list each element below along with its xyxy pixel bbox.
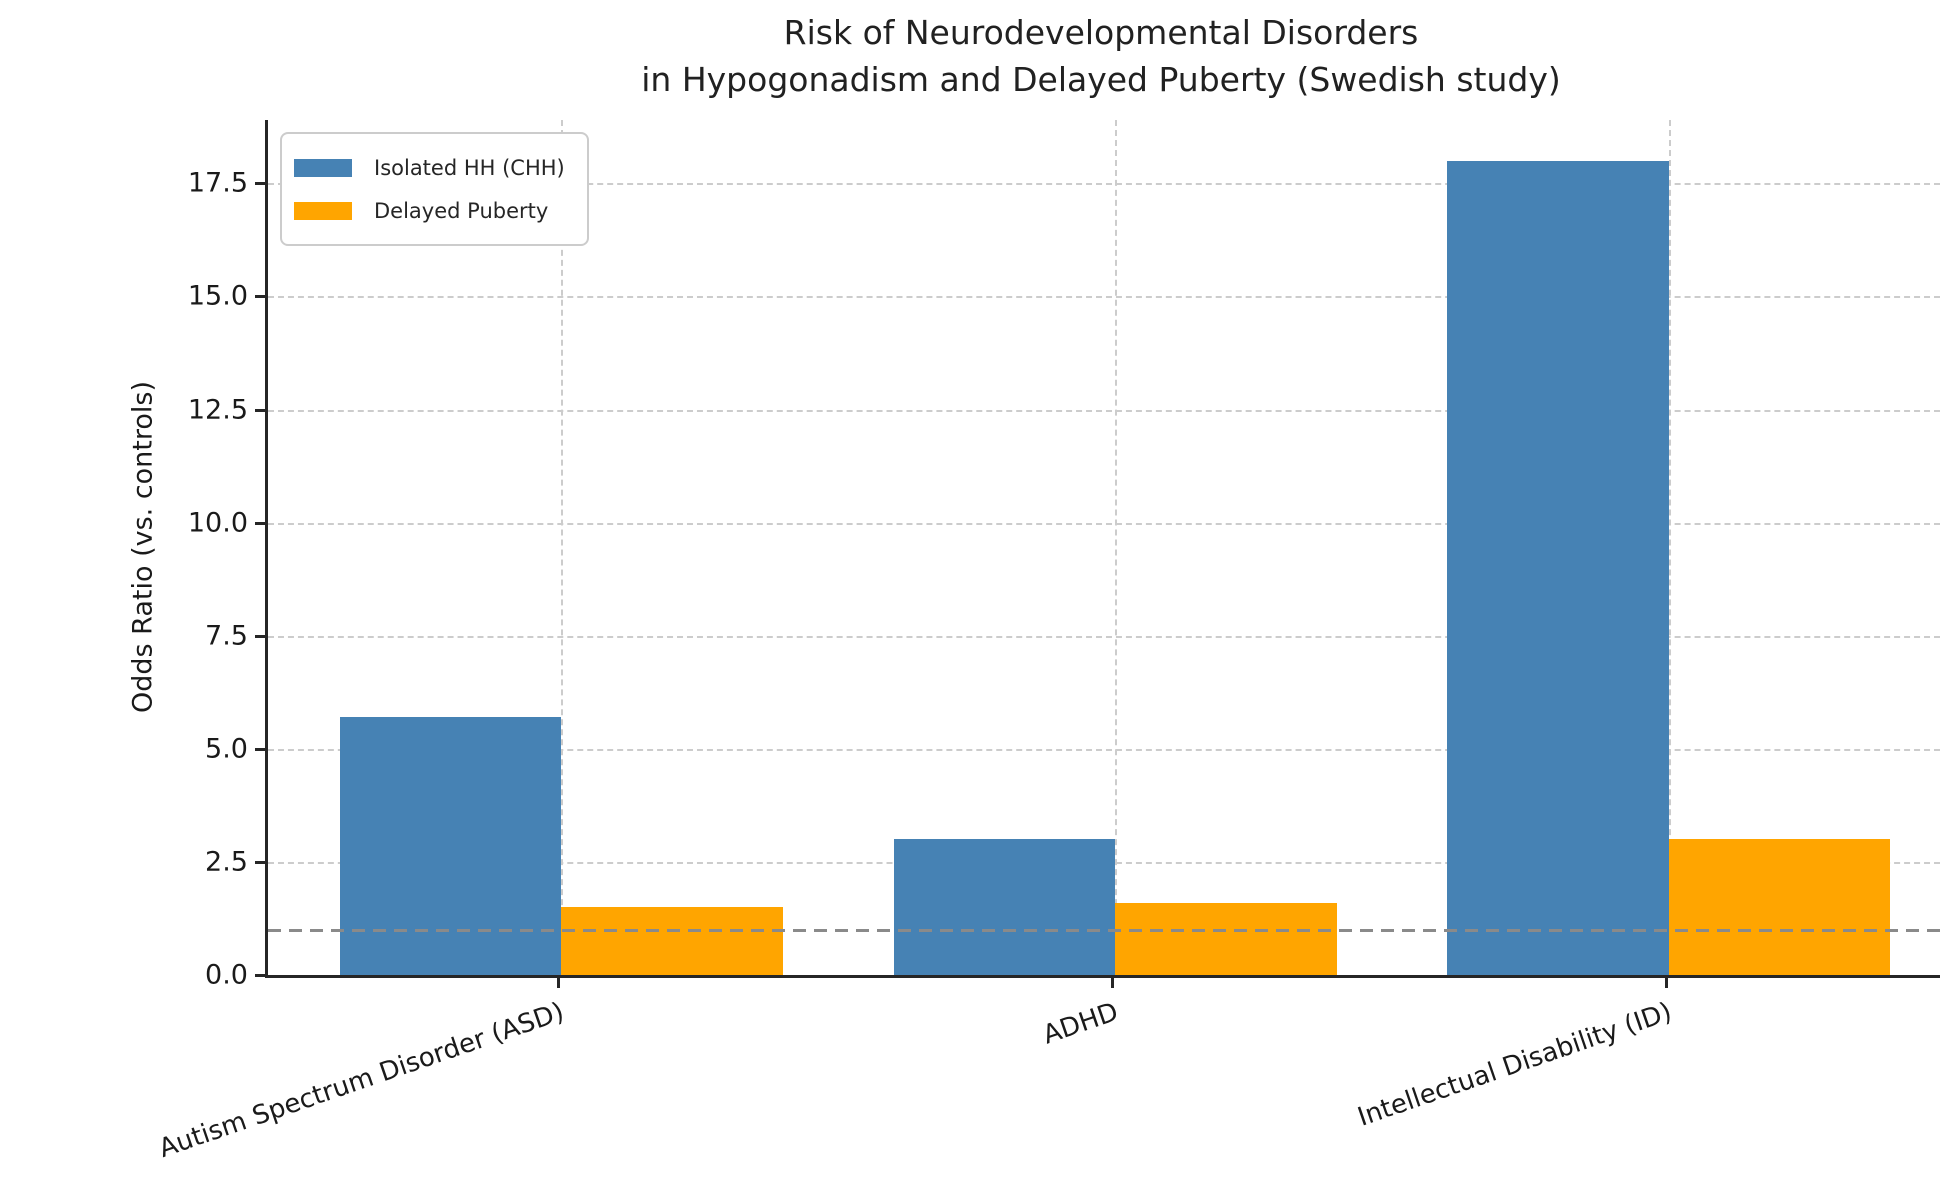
x-tick-label-1: ADHD (1038, 997, 1122, 1051)
legend-swatch-dp (294, 201, 352, 220)
y-tick (255, 747, 265, 751)
gridline-y-7.5 (268, 635, 1940, 638)
x-tick (1664, 978, 1668, 988)
y-tick-label: 17.5 (187, 167, 248, 199)
bar-dp-1 (1115, 902, 1337, 975)
y-tick-label: 10.0 (187, 507, 248, 539)
gridline-y-10 (268, 522, 1940, 525)
legend-item-1: Delayed Puberty (294, 189, 565, 232)
gridline-y-17.5 (268, 183, 1940, 186)
reference-line-or1 (268, 928, 1940, 932)
legend-label: Delayed Puberty (374, 198, 549, 223)
y-tick-label: 7.5 (205, 620, 248, 652)
bar-layer (268, 120, 1940, 975)
chart-title: Risk of Neurodevelopmental Disorders in … (265, 10, 1937, 104)
y-tick-label: 2.5 (205, 846, 248, 878)
chart-title-line-2: in Hypogonadism and Delayed Puberty (Swe… (641, 59, 1561, 99)
legend-swatch-chh (294, 158, 352, 177)
legend: Isolated HH (CHH) Delayed Puberty (280, 132, 589, 246)
x-tick (557, 978, 561, 988)
y-tick-label: 12.5 (187, 394, 248, 426)
y-tick-label: 15.0 (187, 280, 248, 312)
gridline-x-2 (1668, 120, 1671, 975)
chart-title-line-1: Risk of Neurodevelopmental Disorders (783, 13, 1419, 52)
bar-chh-0 (339, 717, 562, 975)
plot-area (265, 120, 1940, 978)
y-tick (255, 295, 265, 299)
gridline-x-1 (1115, 120, 1118, 975)
gridline-y-15 (268, 296, 1940, 299)
y-tick (255, 634, 265, 638)
x-tick-label-2: Intellectual Disability (ID) (1353, 997, 1676, 1133)
y-tick (255, 860, 265, 864)
y-tick-label: 5.0 (205, 733, 248, 765)
y-tick (255, 182, 265, 186)
gridline-y-5 (268, 748, 1940, 751)
y-tick (255, 408, 265, 412)
y-tick (255, 521, 265, 525)
y-tick-label: 0.0 (205, 959, 248, 991)
y-axis-label: Odds Ratio (vs. controls) (127, 380, 159, 714)
bar-dp-0 (561, 907, 783, 975)
bar-chh-1 (893, 839, 1116, 975)
y-tick (255, 974, 265, 977)
legend-label: Isolated HH (CHH) (374, 155, 565, 180)
x-tick-label-0: Autism Spectrum Disorder (ASD) (155, 997, 569, 1165)
legend-item-0: Isolated HH (CHH) (294, 146, 565, 189)
x-tick (1111, 978, 1115, 988)
gridline-x-0 (561, 120, 564, 975)
reference-line-layer (268, 120, 1940, 975)
bar-chh-2 (1447, 160, 1669, 975)
bar-dp-2 (1668, 839, 1891, 975)
gridline-y-12.5 (268, 409, 1940, 412)
